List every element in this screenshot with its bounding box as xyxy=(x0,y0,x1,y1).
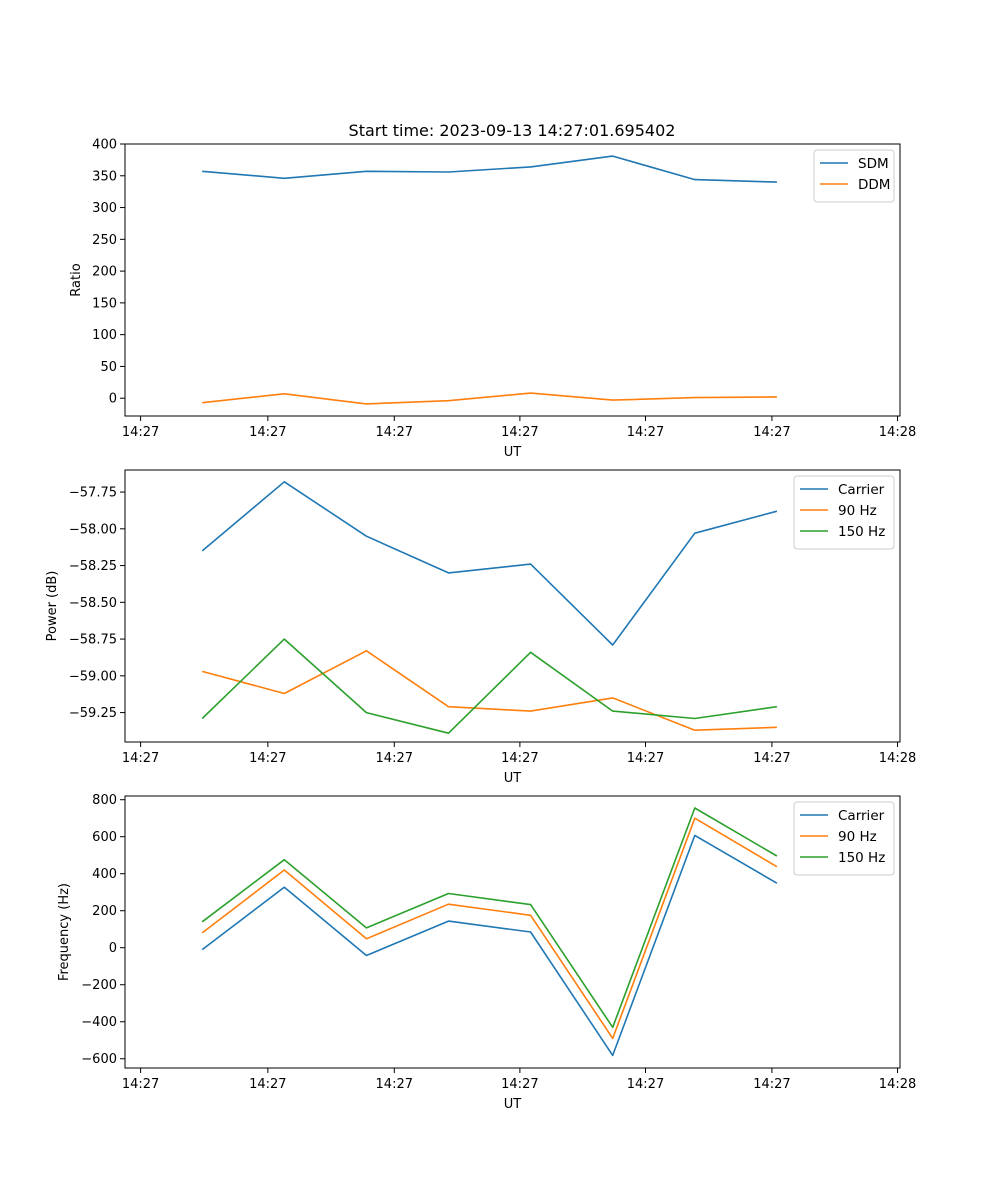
x-tick-label: 14:27 xyxy=(753,425,790,440)
y-tick-label: −400 xyxy=(81,1015,117,1030)
legend-label: SDM xyxy=(858,156,889,172)
y-tick-label: 400 xyxy=(92,867,117,882)
series-line-90-hz xyxy=(201,649,777,732)
legend-label: 90 Hz xyxy=(838,829,877,845)
y-tick-label: −57.75 xyxy=(69,486,117,501)
y-tick-label: −58.25 xyxy=(69,559,117,574)
x-tick-label: 14:27 xyxy=(627,425,664,440)
x-tick-label: 14:27 xyxy=(501,1077,538,1092)
y-tick-label: 100 xyxy=(92,328,117,343)
y-tick-label: 350 xyxy=(92,169,117,184)
legend-label: Carrier xyxy=(838,808,885,824)
y-tick-label: −58.00 xyxy=(69,522,117,537)
legend-label: 90 Hz xyxy=(838,503,877,519)
y-axis-label: Ratio xyxy=(69,263,84,296)
y-tick-label: 400 xyxy=(92,138,117,153)
y-tick-label: 0 xyxy=(109,941,117,956)
y-tick-label: 200 xyxy=(92,265,117,280)
x-tick-label: 14:27 xyxy=(122,751,159,766)
y-tick-label: 0 xyxy=(109,392,117,407)
x-tick-label: 14:27 xyxy=(122,1077,159,1092)
y-tick-label: 800 xyxy=(92,793,117,808)
y-tick-label: 200 xyxy=(92,904,117,919)
series-line-carrier xyxy=(201,480,778,646)
y-tick-label: 150 xyxy=(92,296,117,311)
series-line-150-hz xyxy=(201,807,778,1029)
figure-title: Start time: 2023-09-13 14:27:01.695402 xyxy=(349,121,676,140)
legend-label: 150 Hz xyxy=(838,524,885,540)
y-tick-label: −58.75 xyxy=(69,633,117,648)
legend: SDM DDM xyxy=(813,149,895,203)
x-tick-label: 14:28 xyxy=(879,751,916,766)
chart-1: 14:27 14:27 14:27 14:27 14:27 14:27 14:28 0 50 10… xyxy=(69,138,916,461)
x-tick-label: 14:27 xyxy=(249,751,286,766)
legend: Carrier 90 Hz 150 Hz xyxy=(793,801,895,876)
x-tick-label: 14:27 xyxy=(249,425,286,440)
x-axis-label: UT xyxy=(504,1097,522,1112)
y-tick-label: −58.50 xyxy=(69,596,117,611)
y-axis-label: Frequency (Hz) xyxy=(57,883,72,981)
x-tick-label: 14:28 xyxy=(879,425,916,440)
series-line-ddm xyxy=(202,392,777,405)
x-tick-label: 14:27 xyxy=(753,751,790,766)
x-tick-label: 14:27 xyxy=(376,1077,413,1092)
y-tick-label: 50 xyxy=(100,360,117,375)
plot-frame xyxy=(124,143,901,417)
x-tick-label: 14:28 xyxy=(879,1077,916,1092)
x-tick-label: 14:27 xyxy=(249,1077,286,1092)
plots-container: 14:27 14:27 14:27 14:27 14:27 14:27 14:28 0 50 10… xyxy=(45,138,916,1113)
chart-3: 14:27 14:27 14:27 14:27 14:27 14:27 14:28 800 60… xyxy=(57,793,916,1112)
y-tick-label: 250 xyxy=(92,233,117,248)
series-line-sdm xyxy=(202,155,777,183)
y-tick-label: −59.00 xyxy=(69,669,117,684)
series-line-carrier xyxy=(201,834,778,1057)
x-tick-label: 14:27 xyxy=(376,751,413,766)
legend-label: 150 Hz xyxy=(838,850,885,866)
legend-label: DDM xyxy=(858,177,890,193)
x-axis-label: UT xyxy=(504,771,522,786)
y-tick-label: 300 xyxy=(92,201,117,216)
chart-2: 14:27 14:27 14:27 14:27 14:27 14:27 14:28 −57.7… xyxy=(45,469,916,786)
x-tick-label: 14:27 xyxy=(376,425,413,440)
plot-frame xyxy=(124,469,901,743)
y-axis-label: Power (dB) xyxy=(45,571,60,642)
y-tick-label: −200 xyxy=(81,978,117,993)
y-tick-label: −59.25 xyxy=(69,706,117,721)
x-tick-label: 14:27 xyxy=(753,1077,790,1092)
x-tick-label: 14:27 xyxy=(122,425,159,440)
x-axis-label: UT xyxy=(504,445,522,460)
series-line-150-hz xyxy=(201,638,778,735)
y-tick-label: 600 xyxy=(92,830,117,845)
x-tick-label: 14:27 xyxy=(627,751,664,766)
plot-frame xyxy=(124,795,901,1069)
x-tick-label: 14:27 xyxy=(501,425,538,440)
legend: Carrier 90 Hz 150 Hz xyxy=(793,475,895,550)
legend-label: Carrier xyxy=(838,482,885,498)
x-tick-label: 14:27 xyxy=(627,1077,664,1092)
x-tick-label: 14:27 xyxy=(501,751,538,766)
y-tick-label: −600 xyxy=(81,1052,117,1067)
series-line-90-hz xyxy=(201,817,778,1040)
